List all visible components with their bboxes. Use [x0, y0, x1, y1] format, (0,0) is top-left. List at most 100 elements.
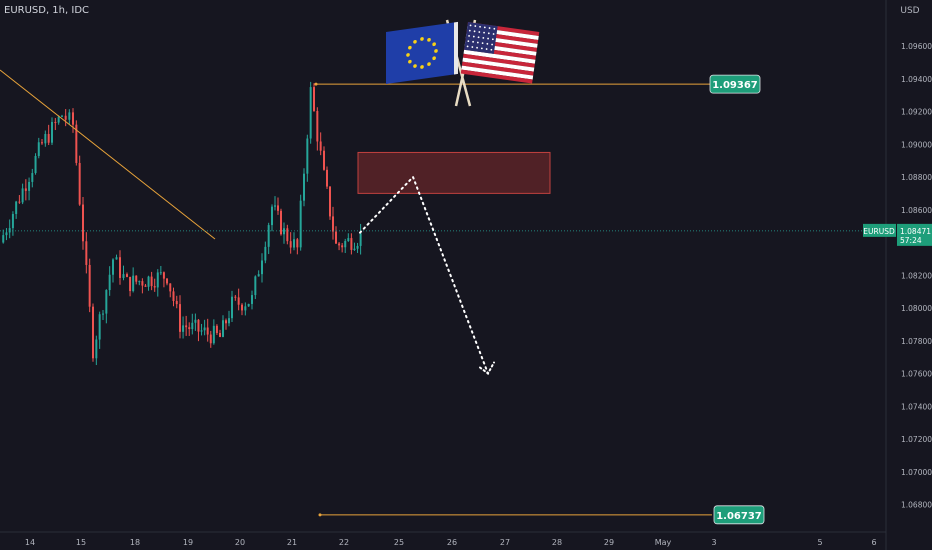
candle-body — [271, 206, 273, 226]
candle-body — [247, 303, 250, 307]
candle-body — [206, 327, 209, 335]
level-anchor-dot[interactable] — [318, 513, 322, 517]
current-price-tag — [897, 223, 932, 246]
projection-arrowhead[interactable] — [479, 361, 495, 375]
candle-body — [112, 259, 114, 275]
candle-body — [326, 169, 328, 187]
candle-body — [264, 246, 267, 261]
candle-body — [78, 162, 81, 205]
descending-trendline[interactable] — [0, 69, 216, 240]
candle-body — [313, 87, 315, 111]
candle-body — [347, 238, 350, 242]
candle-body — [237, 297, 240, 305]
candle-body — [82, 204, 84, 242]
x-tick-label: 18 — [130, 538, 140, 547]
y-tick-label: 1.08600 — [901, 206, 932, 215]
chart-symbol-header: EURUSD, 1h, IDC — [4, 5, 89, 16]
candle-body — [335, 231, 337, 244]
candle-body — [5, 232, 8, 236]
candle-body — [319, 141, 322, 151]
candle-body — [51, 121, 53, 143]
y-tick-label: 1.07800 — [901, 337, 932, 346]
candle-body — [289, 241, 292, 248]
y-tick-label: 1.08800 — [901, 173, 932, 182]
y-tick-label: 1.07000 — [901, 468, 932, 477]
candle-body — [156, 272, 159, 288]
x-tick-label: 29 — [604, 538, 614, 547]
countdown-text: 57:24 — [900, 236, 922, 245]
candle-body — [323, 150, 325, 170]
candle-body — [54, 121, 57, 123]
y-tick-label: 1.07600 — [901, 370, 932, 379]
x-tick-label: 14 — [25, 538, 35, 547]
x-tick-label: 27 — [500, 538, 510, 547]
candle-body — [119, 257, 121, 278]
candle-body — [182, 325, 185, 332]
candle-body — [98, 314, 101, 340]
candle-body — [122, 274, 125, 278]
x-tick-label: May — [655, 538, 672, 547]
y-tick-label: 1.09400 — [901, 75, 932, 84]
candle-body — [64, 115, 67, 120]
price-level-label[interactable] — [713, 505, 765, 525]
candle-body — [185, 325, 188, 328]
candle-body — [309, 87, 312, 139]
candle-body — [28, 181, 31, 191]
candle-body — [57, 116, 60, 123]
candle-body — [267, 225, 270, 247]
candle-body — [92, 306, 94, 359]
candle-body — [41, 142, 43, 144]
candle-body — [72, 112, 74, 125]
candle-body — [153, 286, 156, 288]
candle-body — [75, 124, 78, 163]
candle-body — [105, 290, 108, 314]
us-flag-icon — [460, 22, 540, 84]
candle-body — [316, 110, 319, 142]
candle-body — [338, 243, 341, 246]
y-tick-label: 1.09600 — [901, 42, 932, 51]
projection-path[interactable] — [359, 175, 489, 375]
candle-body — [44, 133, 47, 144]
x-tick-label: 26 — [447, 538, 457, 547]
candle-body — [222, 320, 224, 337]
x-tick-label: 21 — [287, 538, 297, 547]
current-price-text: 1.08471 — [900, 227, 931, 236]
symbol-price-tag-text: EURUSD — [863, 227, 895, 236]
candle-body — [356, 245, 359, 249]
symbol-price-tag — [863, 223, 896, 237]
candle-body — [15, 201, 18, 215]
level-anchor-dot[interactable] — [314, 82, 318, 86]
candle-body — [150, 276, 153, 287]
candle-body — [169, 283, 172, 292]
price-level-label[interactable] — [709, 74, 761, 94]
candle-body — [129, 276, 132, 292]
y-tick-label: 1.07200 — [901, 435, 932, 444]
candle-body — [191, 322, 194, 330]
candle-body — [194, 319, 197, 323]
candle-body — [299, 200, 302, 248]
candle-body — [159, 272, 162, 274]
candle-body — [138, 281, 141, 283]
candle-body — [31, 173, 34, 182]
candle-body — [11, 214, 14, 229]
candle-body — [283, 228, 285, 235]
candle-body — [219, 332, 221, 337]
y-tick-label: 1.07400 — [901, 402, 932, 411]
candle-body — [147, 276, 150, 287]
x-tick-label: 25 — [394, 538, 404, 547]
candle-body — [141, 281, 144, 286]
candle-body — [234, 296, 237, 298]
candle-body — [332, 216, 334, 232]
candle-body — [277, 205, 279, 211]
candle-body — [172, 291, 175, 302]
price-level-text: 1.09367 — [712, 80, 758, 91]
candle-body — [132, 275, 135, 292]
candle-body — [350, 238, 353, 250]
candle-body — [108, 274, 111, 291]
supply-zone-rectangle[interactable] — [357, 151, 551, 194]
candle-body — [115, 257, 118, 260]
y-tick-label: 1.09200 — [901, 108, 932, 117]
candle-body — [162, 272, 165, 279]
candle-body — [61, 115, 63, 117]
